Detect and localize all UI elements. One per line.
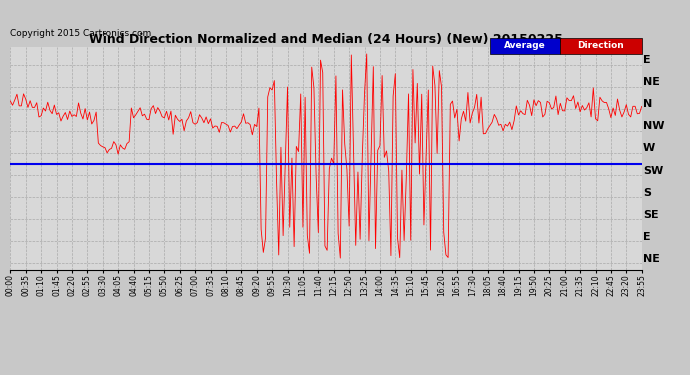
Text: Copyright 2015 Cartronics.com: Copyright 2015 Cartronics.com <box>10 29 152 38</box>
Text: SE: SE <box>643 210 658 220</box>
Text: SW: SW <box>643 166 663 176</box>
Text: NE: NE <box>643 77 660 87</box>
Text: NE: NE <box>643 254 660 264</box>
Text: S: S <box>643 188 651 198</box>
Text: E: E <box>643 232 651 242</box>
Text: E: E <box>643 55 651 65</box>
Text: W: W <box>643 144 656 153</box>
Title: Wind Direction Normalized and Median (24 Hours) (New) 20150225: Wind Direction Normalized and Median (24… <box>89 33 563 46</box>
Text: NW: NW <box>643 122 664 131</box>
Text: Direction: Direction <box>578 41 624 50</box>
Text: N: N <box>643 99 652 109</box>
Text: Average: Average <box>504 41 546 50</box>
FancyBboxPatch shape <box>560 38 642 54</box>
FancyBboxPatch shape <box>490 38 560 54</box>
